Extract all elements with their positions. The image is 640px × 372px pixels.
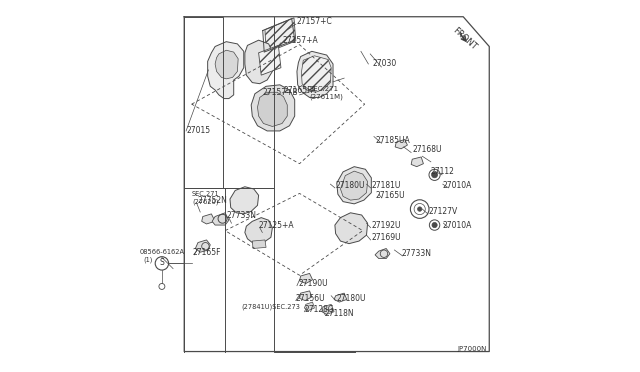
Text: 27733N: 27733N <box>401 249 431 258</box>
Polygon shape <box>257 92 287 126</box>
Text: 27112: 27112 <box>431 167 455 176</box>
Circle shape <box>417 207 422 211</box>
Polygon shape <box>337 167 371 204</box>
Polygon shape <box>335 213 367 244</box>
Text: 27168U: 27168U <box>412 145 442 154</box>
Polygon shape <box>301 56 331 92</box>
Text: 27010A: 27010A <box>443 221 472 230</box>
Polygon shape <box>305 302 314 311</box>
Text: 27128G: 27128G <box>305 305 334 314</box>
Text: 27181U: 27181U <box>371 181 401 190</box>
Polygon shape <box>245 40 273 84</box>
Text: 27165U: 27165U <box>375 191 404 200</box>
Polygon shape <box>300 291 312 301</box>
Polygon shape <box>252 240 266 248</box>
Circle shape <box>432 222 437 228</box>
Text: 27165F: 27165F <box>193 248 221 257</box>
Text: 27185UA: 27185UA <box>375 136 410 145</box>
Text: (27620): (27620) <box>193 198 220 205</box>
Text: (1): (1) <box>143 256 153 263</box>
Polygon shape <box>245 218 273 244</box>
Polygon shape <box>215 50 238 79</box>
Polygon shape <box>297 51 333 97</box>
Text: (27841U)SEC.273: (27841U)SEC.273 <box>241 304 300 310</box>
Text: 08566-6162A: 08566-6162A <box>140 249 184 255</box>
Polygon shape <box>340 171 367 200</box>
Text: (27611M): (27611M) <box>310 93 344 100</box>
Text: FRONT: FRONT <box>451 26 478 52</box>
Text: 27752N: 27752N <box>198 196 228 205</box>
Text: 27180U: 27180U <box>337 294 366 303</box>
Polygon shape <box>265 18 296 53</box>
Polygon shape <box>207 42 244 99</box>
Text: 27127V: 27127V <box>429 207 458 216</box>
Text: 27180U: 27180U <box>335 181 365 190</box>
Polygon shape <box>259 45 281 75</box>
Polygon shape <box>202 214 215 224</box>
Text: 27157+A: 27157+A <box>282 36 318 45</box>
Text: 27030: 27030 <box>372 60 396 68</box>
Polygon shape <box>251 85 294 131</box>
Text: JP7000N: JP7000N <box>458 346 487 352</box>
Text: SEC.271: SEC.271 <box>310 86 339 92</box>
Text: S: S <box>159 258 164 267</box>
Text: 27125+A: 27125+A <box>259 221 294 230</box>
Polygon shape <box>230 187 259 214</box>
Polygon shape <box>334 293 347 302</box>
Text: 27192U: 27192U <box>371 221 401 230</box>
Text: 27157+B: 27157+B <box>262 88 298 97</box>
Text: 27118N: 27118N <box>324 309 354 318</box>
Text: 27165FA: 27165FA <box>284 86 317 94</box>
Text: 27156U: 27156U <box>296 294 326 303</box>
Text: 27733N: 27733N <box>227 211 256 219</box>
Polygon shape <box>195 240 211 252</box>
Text: SEC.271: SEC.271 <box>191 191 220 197</box>
Text: 27010A: 27010A <box>443 181 472 190</box>
Polygon shape <box>322 304 334 314</box>
Circle shape <box>431 172 438 178</box>
Polygon shape <box>395 140 408 149</box>
Text: 27015: 27015 <box>186 126 210 135</box>
Polygon shape <box>411 157 424 167</box>
Text: 27157+C: 27157+C <box>297 17 333 26</box>
Polygon shape <box>300 273 312 283</box>
Polygon shape <box>212 213 229 225</box>
Polygon shape <box>375 248 390 259</box>
Text: 27190U: 27190U <box>298 279 328 288</box>
Text: 27169U: 27169U <box>371 233 401 242</box>
